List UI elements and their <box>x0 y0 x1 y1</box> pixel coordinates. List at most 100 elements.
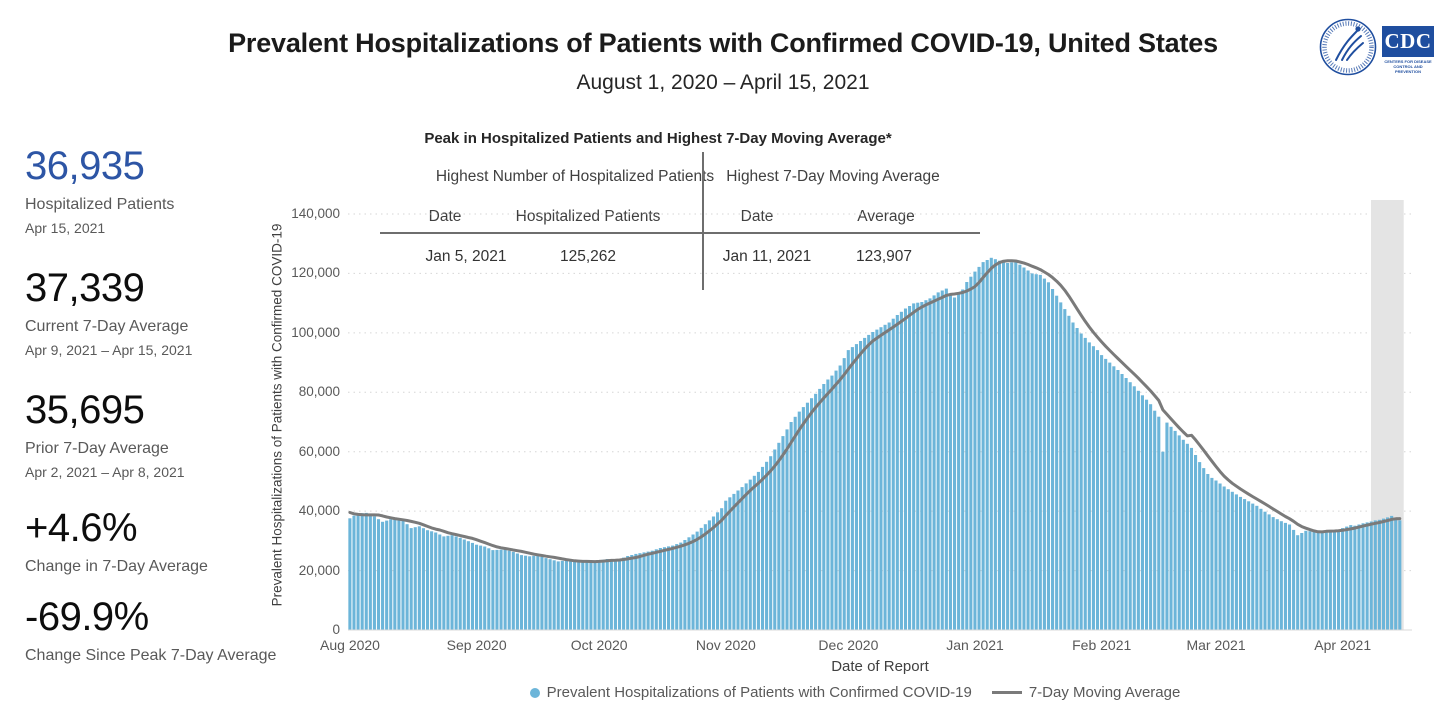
hospitalizations-bar[interactable] <box>1308 531 1312 630</box>
hospitalizations-bar[interactable] <box>838 365 842 631</box>
hospitalizations-bar[interactable] <box>1320 530 1324 631</box>
hospitalizations-bar[interactable] <box>1369 521 1373 631</box>
hospitalizations-bar[interactable] <box>773 449 777 631</box>
hospitalizations-bar[interactable] <box>1144 399 1149 630</box>
hospitalizations-bar[interactable] <box>1377 519 1381 630</box>
hospitalizations-bar[interactable] <box>417 526 421 630</box>
hospitalizations-bar[interactable] <box>1234 494 1238 630</box>
hospitalizations-bar[interactable] <box>1006 263 1010 630</box>
hospitalizations-bar[interactable] <box>450 535 454 630</box>
hospitalizations-bar[interactable] <box>957 293 961 631</box>
hospitalizations-bar[interactable] <box>871 332 875 630</box>
hospitalizations-bar[interactable] <box>1055 295 1059 630</box>
hospitalizations-bar[interactable] <box>1365 522 1369 630</box>
hospitalizations-bar[interactable] <box>887 322 891 631</box>
hospitalizations-bar[interactable] <box>1042 278 1046 630</box>
hospitalizations-bar[interactable] <box>1046 282 1051 630</box>
hospitalizations-bar[interactable] <box>368 514 372 630</box>
hospitalizations-bar[interactable] <box>487 548 491 630</box>
hospitalizations-bar[interactable] <box>720 508 724 630</box>
hospitalizations-bar[interactable] <box>895 315 899 630</box>
hospitalizations-bar[interactable] <box>356 513 360 630</box>
hospitalizations-bar[interactable] <box>691 534 695 631</box>
hospitalizations-bar[interactable] <box>826 379 830 631</box>
hospitalizations-bar[interactable] <box>1051 289 1055 630</box>
hospitalizations-bar[interactable] <box>1067 315 1071 630</box>
hospitalizations-bar[interactable] <box>1206 474 1210 630</box>
hospitalizations-bar[interactable] <box>1059 302 1063 630</box>
hospitalizations-bar[interactable] <box>348 518 352 630</box>
hospitalizations-bar[interactable] <box>961 289 965 631</box>
hospitalizations-bar[interactable] <box>1104 358 1108 630</box>
hospitalizations-bar[interactable] <box>1341 528 1345 630</box>
hospitalizations-bar[interactable] <box>585 561 589 630</box>
hospitalizations-bar[interactable] <box>393 518 397 630</box>
hospitalizations-bar[interactable] <box>1026 270 1030 631</box>
hospitalizations-bar[interactable] <box>1373 520 1377 630</box>
hospitalizations-bar[interactable] <box>1063 309 1067 630</box>
hospitalizations-bar[interactable] <box>1149 404 1153 630</box>
hospitalizations-bar[interactable] <box>540 556 544 630</box>
hospitalizations-bar[interactable] <box>908 306 912 630</box>
hospitalizations-bar[interactable] <box>642 552 646 630</box>
hospitalizations-bar[interactable] <box>1275 519 1279 630</box>
hospitalizations-bar[interactable] <box>948 295 952 630</box>
hospitalizations-bar[interactable] <box>1100 355 1104 630</box>
hospitalizations-bar[interactable] <box>601 559 605 630</box>
hospitalizations-bar[interactable] <box>581 561 585 630</box>
hospitalizations-bar[interactable] <box>793 416 797 630</box>
hospitalizations-bar[interactable] <box>413 527 417 630</box>
hospitalizations-bar[interactable] <box>1177 435 1181 630</box>
hospitalizations-bar[interactable] <box>769 456 773 630</box>
hospitalizations-bar[interactable] <box>850 347 854 630</box>
hospitalizations-bar[interactable] <box>1271 517 1275 630</box>
hospitalizations-bar[interactable] <box>834 370 838 630</box>
hospitalizations-bar[interactable] <box>989 257 993 630</box>
hospitalizations-bar[interactable] <box>458 537 462 630</box>
hospitalizations-bar[interactable] <box>1018 264 1022 630</box>
hospitalizations-bar[interactable] <box>421 528 425 630</box>
hospitalizations-bar[interactable] <box>1194 455 1198 630</box>
hospitalizations-bar[interactable] <box>425 530 430 630</box>
hospitalizations-bar[interactable] <box>830 375 834 630</box>
hospitalizations-bar[interactable] <box>809 398 814 630</box>
hospitalizations-bar[interactable] <box>1238 496 1243 630</box>
hospitalizations-bar[interactable] <box>1128 382 1132 630</box>
hospitalizations-bar[interactable] <box>752 475 756 630</box>
hospitalizations-bar[interactable] <box>409 528 413 630</box>
hospitalizations-bar[interactable] <box>1222 486 1226 631</box>
hospitalizations-bar[interactable] <box>470 542 475 630</box>
hospitalizations-bar[interactable] <box>364 512 368 630</box>
hospitalizations-bar[interactable] <box>748 479 752 630</box>
hospitalizations-bar[interactable] <box>564 560 568 631</box>
hospitalizations-bar[interactable] <box>818 388 822 630</box>
hospitalizations-bar[interactable] <box>1349 525 1353 630</box>
hospitalizations-bar[interactable] <box>405 524 409 630</box>
hospitalizations-bar[interactable] <box>797 411 801 630</box>
hospitalizations-bar[interactable] <box>622 557 626 630</box>
hospitalizations-bar[interactable] <box>997 260 1002 630</box>
hospitalizations-bar[interactable] <box>503 549 507 631</box>
hospitalizations-bar[interactable] <box>687 537 691 630</box>
hospitalizations-bar[interactable] <box>1095 350 1100 630</box>
hospitalizations-bar[interactable] <box>854 344 859 630</box>
hospitalizations-bar[interactable] <box>532 555 536 630</box>
hospitalizations-bar[interactable] <box>662 547 667 630</box>
hospitalizations-bar[interactable] <box>397 519 401 630</box>
hospitalizations-bar[interactable] <box>511 551 515 630</box>
hospitalizations-bar[interactable] <box>928 298 932 630</box>
hospitalizations-bar[interactable] <box>842 358 846 630</box>
hospitalizations-bar[interactable] <box>912 303 916 630</box>
hospitalizations-bar[interactable] <box>744 483 748 630</box>
hospitalizations-bar[interactable] <box>1169 426 1173 630</box>
hospitalizations-bar[interactable] <box>944 288 948 630</box>
hospitalizations-bar[interactable] <box>479 545 483 630</box>
hospitalizations-bar[interactable] <box>969 276 973 630</box>
hospitalizations-bar[interactable] <box>1353 525 1357 630</box>
hospitalizations-bar[interactable] <box>1283 522 1287 630</box>
hospitalizations-bar[interactable] <box>716 512 720 630</box>
hospitalizations-bar[interactable] <box>1279 521 1283 630</box>
hospitalizations-bar[interactable] <box>667 546 671 630</box>
hospitalizations-bar[interactable] <box>711 516 716 631</box>
hospitalizations-bar[interactable] <box>593 561 597 630</box>
